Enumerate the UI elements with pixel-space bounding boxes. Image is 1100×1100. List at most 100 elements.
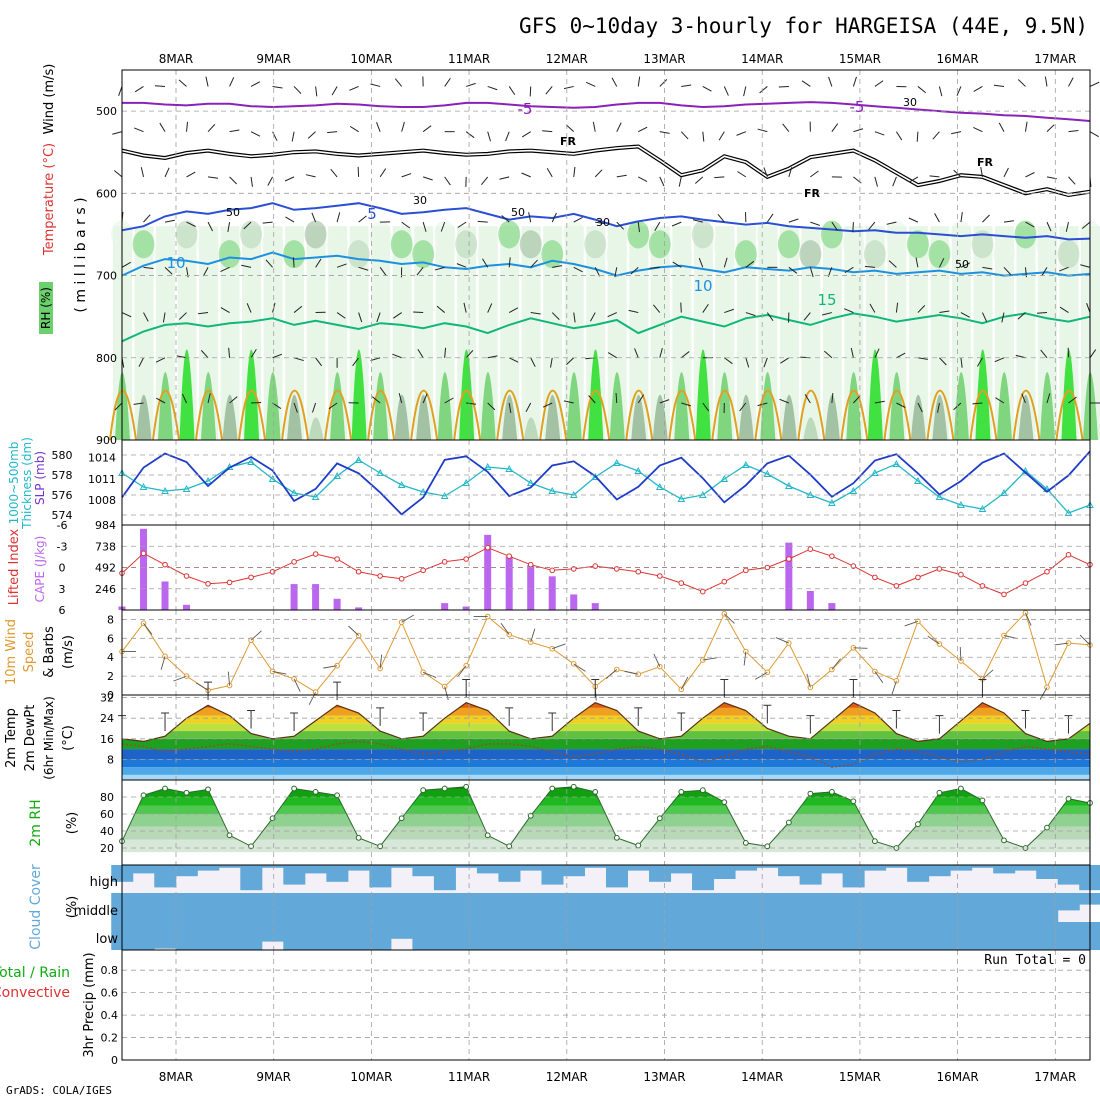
isotherm-20-loop: [453, 389, 482, 441]
li-tick-label: -3: [57, 540, 68, 553]
rh-shade-blob: [390, 230, 413, 259]
rh2m-point: [635, 842, 642, 849]
rh2m-point: [613, 834, 620, 841]
wind-barb: [573, 266, 583, 273]
wind-barb: [250, 349, 257, 359]
li-point: [1065, 551, 1072, 558]
cloud-bar-middle: [584, 893, 607, 922]
cloud-bar-low: [369, 922, 392, 950]
cloud-bar-high: [756, 865, 779, 868]
wind-barb: [972, 402, 983, 405]
wind-barb: [508, 257, 511, 268]
wind-barb: [357, 166, 360, 177]
rh-shade-base: [285, 226, 305, 440]
wind-barb: [1017, 79, 1026, 87]
wind-barb: [552, 265, 563, 268]
precip-tick-label: 0.8: [101, 964, 119, 977]
thickness-point: [247, 457, 255, 465]
wind-barb: [508, 402, 512, 413]
wind-barb: [563, 400, 574, 404]
rh-shade-blob: [584, 230, 607, 259]
cloud-bar-middle: [799, 893, 822, 922]
temp-tick-label: 24: [100, 712, 114, 725]
wind-barb: [681, 84, 692, 87]
wind-barb: [766, 312, 774, 322]
cloud-bar-low: [433, 922, 456, 950]
li-point: [915, 574, 921, 581]
wind-barb: [154, 85, 166, 87]
isotherm-20-loop: [582, 389, 611, 441]
thickness-point: [419, 487, 427, 495]
rh-shade-plume: [738, 394, 754, 440]
cloud-bar-high: [519, 865, 542, 871]
wind-barb: [763, 167, 768, 178]
wind-barb: [466, 402, 477, 405]
rh-shade-blob: [519, 230, 542, 259]
temp-band: [122, 767, 1090, 775]
cloud-bar-low: [606, 922, 629, 950]
isotherm-5-line: [121, 202, 1091, 241]
wind-barb: [487, 402, 496, 411]
thickness-point: [763, 469, 772, 477]
isotherm-20-loop: [797, 389, 826, 441]
rh2m-tick-label: 60: [100, 808, 114, 821]
li-point: [183, 573, 190, 579]
wind-barb: [118, 86, 123, 97]
thickness-tick-label: 576: [52, 489, 73, 502]
rh-shade-base: [414, 226, 434, 440]
wind-barb: [272, 85, 283, 89]
li-point: [248, 574, 254, 581]
wind-barb: [714, 176, 725, 179]
rh-shade-blob: [971, 230, 994, 259]
wind-barb: [250, 176, 253, 187]
wind10-barb: [874, 671, 884, 684]
wind-barb: [724, 357, 733, 365]
run-total-text: Run Total = 0: [984, 953, 1086, 968]
date-label-top: 17MAR: [1034, 52, 1076, 66]
thickness-tick-label: 578: [52, 469, 73, 482]
wind-barb: [563, 85, 574, 90]
wind10-barb: [552, 643, 566, 650]
wind-barb: [960, 262, 971, 268]
cape-bar: [548, 576, 556, 610]
cloud-bar-low: [756, 922, 779, 950]
isotherm-20-loop: [1055, 389, 1084, 441]
wind-barb: [291, 131, 295, 142]
wind-barb: [205, 76, 209, 87]
wind-barb: [973, 86, 983, 92]
cloud-bar-low: [1057, 922, 1080, 950]
cape-bar: [527, 565, 535, 610]
wind-barb: [874, 348, 880, 358]
li-tick-label: 0: [59, 562, 66, 575]
rh2m-color-bands: [122, 786, 1090, 853]
wind-barb: [628, 309, 639, 314]
wind-barb: [827, 267, 833, 277]
wind-barb: [143, 214, 151, 223]
li-point: [893, 583, 900, 589]
wind-barb: [638, 126, 648, 133]
wind-barb: [1017, 312, 1026, 320]
cloud-bar-low: [907, 922, 930, 950]
wind10-barb: [775, 637, 790, 644]
rh-shade-plume: [781, 394, 797, 440]
wind-barb: [994, 357, 1005, 363]
cloud-bar-low: [692, 922, 715, 950]
cloud-bar-low: [735, 922, 758, 950]
wind10-barb: [904, 620, 919, 627]
li-point: [979, 583, 986, 589]
rh-shade-plume: [631, 394, 647, 440]
rh-shade-blob: [713, 230, 736, 259]
wind-tick-label: 8: [107, 613, 114, 626]
isotherm-20-loop: [711, 389, 740, 441]
wind-barb: [229, 176, 238, 185]
contour-label: 50: [226, 206, 240, 219]
wind-barb: [164, 266, 173, 275]
cloud-bar-middle: [455, 893, 478, 922]
wind-barb: [594, 169, 603, 178]
cape-tick-label: 246: [95, 583, 116, 596]
wind-barb: [956, 86, 962, 96]
wind-barb: [886, 221, 897, 225]
date-label-bottom: 10MAR: [350, 1070, 392, 1084]
li-point: [807, 546, 814, 552]
wind10-barb: [401, 614, 414, 623]
